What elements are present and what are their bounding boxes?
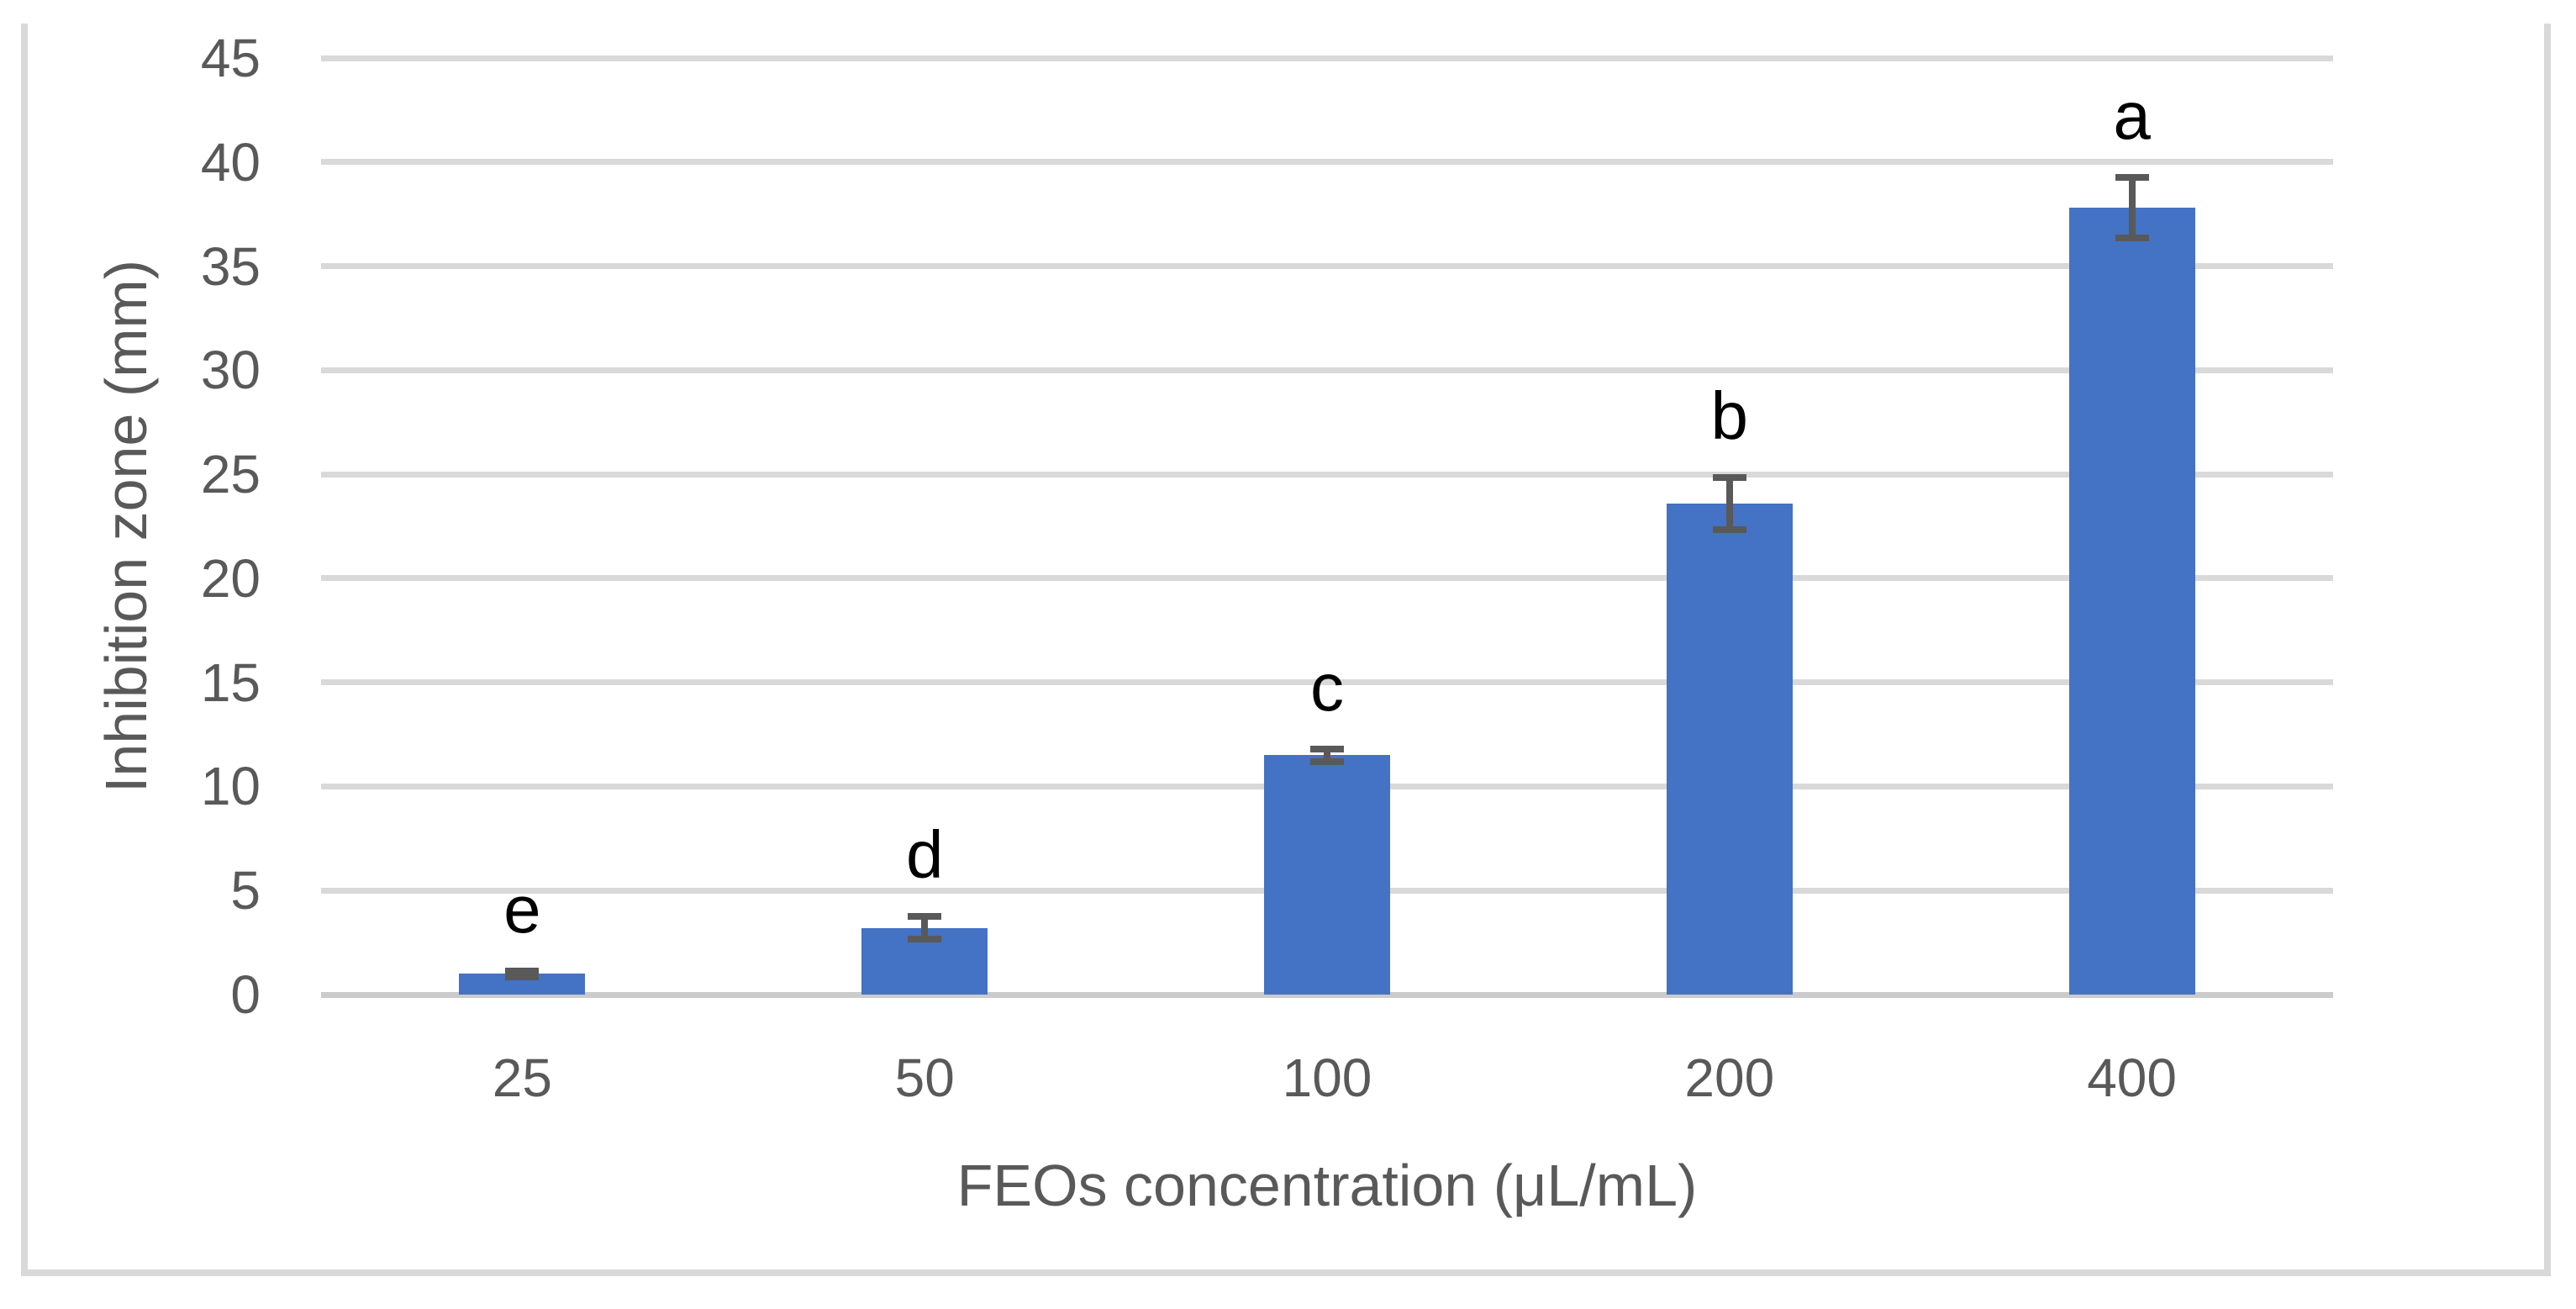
bar-letter-label: a	[2113, 78, 2151, 154]
error-bar-bottom-cap	[2115, 235, 2149, 242]
gridline	[321, 263, 2333, 270]
x-tick-label: 100	[1282, 1048, 1372, 1108]
gridline	[321, 679, 2333, 686]
error-bar-top-cap	[908, 913, 942, 921]
error-bar-bottom-cap	[908, 936, 942, 943]
bar	[2068, 208, 2195, 995]
x-tick-label: 25	[492, 1048, 552, 1108]
error-bar-bottom-cap	[1310, 757, 1344, 765]
gridline	[321, 55, 2333, 61]
error-bar-bottom-cap	[1712, 525, 1746, 533]
y-tick-label: 45	[200, 28, 261, 88]
bar-letter-label: e	[503, 871, 541, 947]
bar	[1666, 503, 1793, 995]
error-bar-line	[921, 916, 929, 940]
y-tick-label: 30	[200, 340, 261, 401]
error-bar-top-cap	[1310, 745, 1344, 752]
y-tick-label: 10	[200, 756, 261, 817]
error-bar-line	[1725, 477, 1733, 530]
x-tick-label: 400	[2087, 1048, 2177, 1108]
y-tick-label: 20	[200, 547, 261, 609]
y-tick-label: 0	[230, 964, 261, 1025]
error-bar-bottom-cap	[505, 973, 540, 980]
gridline	[321, 159, 2333, 166]
error-bar-line	[2128, 177, 2136, 239]
chart-frame	[21, 24, 2551, 1276]
y-tick-label: 40	[200, 131, 261, 193]
bar-letter-label: c	[1310, 649, 1344, 725]
error-bar-line	[1324, 748, 1330, 762]
x-axis-title: FEOs concentration (μL/mL)	[956, 1153, 1698, 1218]
x-tick-label: 200	[1684, 1048, 1775, 1108]
bar-letter-label: b	[1710, 377, 1749, 453]
bar-letter-label: d	[905, 817, 944, 893]
error-bar-top-cap	[2115, 174, 2149, 182]
gridline	[321, 367, 2333, 373]
error-bar-top-cap	[1712, 473, 1746, 481]
y-tick-label: 25	[200, 444, 261, 505]
bar	[1264, 755, 1390, 995]
y-tick-label: 35	[200, 235, 261, 297]
y-tick-label: 15	[200, 652, 261, 713]
y-tick-label: 5	[230, 860, 261, 921]
gridline	[321, 575, 2333, 582]
gridline	[321, 471, 2333, 478]
x-axis-line	[321, 991, 2333, 998]
x-tick-label: 50	[894, 1048, 955, 1108]
error-bar-top-cap	[505, 967, 540, 974]
